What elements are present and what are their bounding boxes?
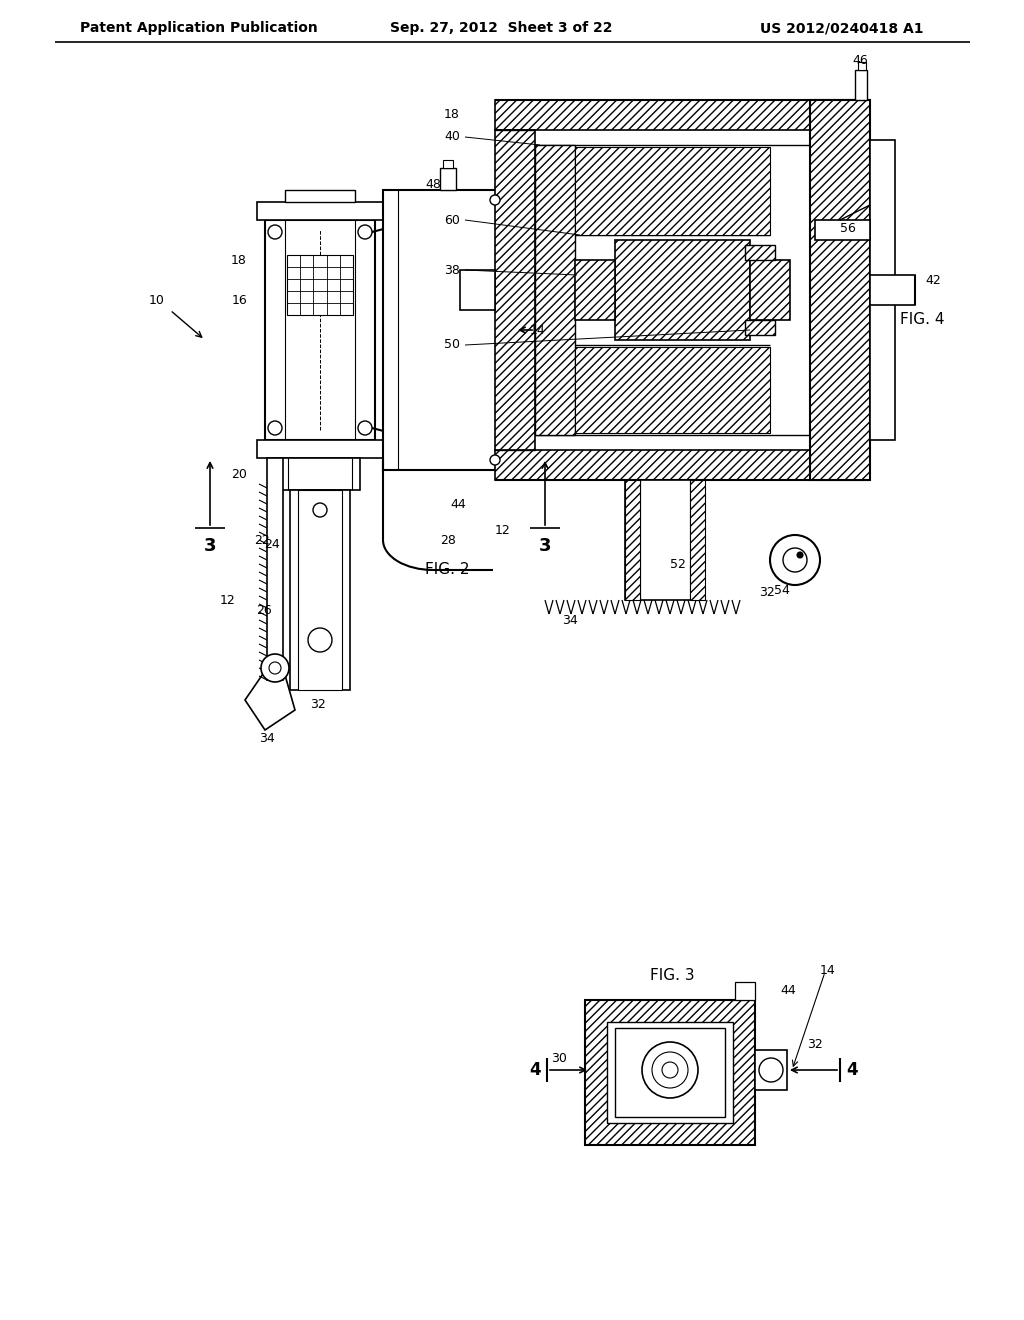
Text: 4: 4	[529, 1061, 541, 1078]
Text: 24: 24	[264, 539, 280, 552]
Text: 48: 48	[425, 178, 441, 191]
Text: 38: 38	[444, 264, 460, 276]
Bar	[298, 490, 342, 690]
Circle shape	[268, 224, 282, 239]
Text: 16: 16	[231, 293, 247, 306]
Circle shape	[490, 195, 500, 205]
Bar	[745, 246, 775, 260]
Bar	[285, 190, 355, 202]
Circle shape	[770, 535, 820, 585]
Circle shape	[652, 1052, 688, 1088]
Bar	[625, 480, 640, 601]
Bar	[615, 1028, 725, 1117]
Text: Sep. 27, 2012  Sheet 3 of 22: Sep. 27, 2012 Sheet 3 of 22	[390, 21, 612, 36]
Text: 26: 26	[256, 603, 272, 616]
Text: 42: 42	[925, 273, 941, 286]
Text: US 2012/0240418 A1: US 2012/0240418 A1	[760, 21, 924, 36]
Text: 44: 44	[450, 499, 466, 511]
Bar	[855, 70, 867, 100]
Text: 14: 14	[530, 323, 546, 337]
Text: Patent Application Publication: Patent Application Publication	[80, 21, 317, 36]
Text: 12: 12	[495, 524, 510, 536]
Circle shape	[490, 455, 500, 465]
Circle shape	[358, 224, 372, 239]
Text: FIG. 4: FIG. 4	[900, 313, 944, 327]
Circle shape	[642, 1041, 698, 1098]
Circle shape	[268, 421, 282, 436]
Text: 60: 60	[444, 214, 460, 227]
Bar	[257, 202, 383, 220]
Bar	[535, 145, 575, 436]
Text: 4: 4	[846, 1061, 858, 1078]
Circle shape	[662, 1063, 678, 1078]
Circle shape	[313, 503, 327, 517]
Bar	[460, 271, 495, 310]
Bar	[870, 140, 895, 440]
Text: 30: 30	[551, 1052, 567, 1064]
Bar	[443, 160, 453, 168]
Circle shape	[269, 663, 281, 675]
Circle shape	[759, 1059, 783, 1082]
Text: 14: 14	[820, 964, 836, 977]
Bar	[440, 168, 456, 190]
Bar	[870, 275, 915, 305]
Bar	[815, 220, 870, 240]
Bar	[257, 440, 383, 458]
Bar	[755, 1049, 787, 1090]
Bar	[498, 190, 513, 205]
Bar	[267, 458, 283, 680]
Text: 10: 10	[150, 293, 165, 306]
Bar	[287, 255, 353, 315]
Polygon shape	[245, 668, 295, 730]
Bar	[575, 260, 615, 319]
Text: 56: 56	[840, 222, 856, 235]
Bar	[585, 1001, 755, 1144]
Circle shape	[261, 653, 289, 682]
Bar	[690, 480, 705, 601]
Bar	[735, 982, 755, 1001]
Text: 18: 18	[231, 253, 247, 267]
Bar	[290, 490, 350, 690]
Text: 32: 32	[759, 586, 775, 598]
Bar	[383, 190, 513, 470]
Bar	[607, 1022, 733, 1123]
Text: FIG. 2: FIG. 2	[425, 562, 469, 578]
Bar	[745, 319, 775, 335]
Bar	[615, 240, 750, 341]
Text: 34: 34	[259, 731, 274, 744]
Text: 18: 18	[444, 108, 460, 121]
Text: 50: 50	[444, 338, 460, 351]
Text: 52: 52	[670, 558, 686, 572]
Bar	[495, 129, 535, 450]
Text: 22: 22	[254, 533, 270, 546]
Circle shape	[308, 628, 332, 652]
Bar	[625, 480, 705, 601]
Bar	[280, 458, 360, 490]
Text: 3: 3	[539, 537, 551, 554]
Text: FIG. 3: FIG. 3	[650, 968, 694, 982]
Circle shape	[783, 548, 807, 572]
Bar	[858, 62, 866, 70]
Text: 34: 34	[562, 614, 578, 627]
Bar	[495, 100, 870, 129]
Bar	[575, 347, 770, 433]
Circle shape	[358, 421, 372, 436]
Text: 28: 28	[440, 533, 456, 546]
Bar	[265, 220, 375, 440]
Text: 46: 46	[852, 54, 868, 66]
Text: 12: 12	[219, 594, 234, 606]
Circle shape	[797, 552, 803, 558]
Text: 32: 32	[310, 698, 326, 711]
Text: 32: 32	[807, 1039, 822, 1052]
Bar	[750, 260, 790, 319]
Bar	[575, 147, 770, 235]
Bar	[810, 100, 870, 480]
Text: 3: 3	[204, 537, 216, 554]
Bar	[495, 450, 870, 480]
Text: 40: 40	[444, 131, 460, 144]
Bar	[498, 455, 513, 470]
Text: 44: 44	[780, 983, 796, 997]
Text: 54: 54	[774, 583, 790, 597]
Text: 20: 20	[231, 469, 247, 482]
